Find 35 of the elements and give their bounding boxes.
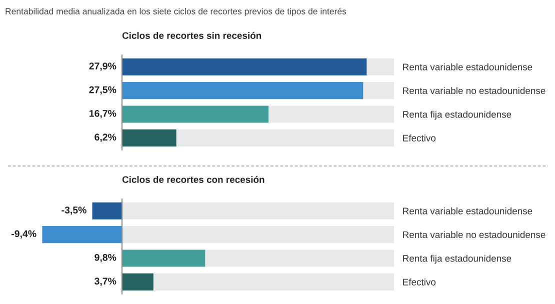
bar <box>363 82 394 100</box>
bar <box>122 129 176 146</box>
y-tick-label: Efectivo <box>403 134 436 142</box>
bar <box>122 250 206 267</box>
bar <box>122 273 154 290</box>
chart-subtitle: Ciclos de recortes sin recesión <box>122 32 262 39</box>
y-tick-label: Renta fija estadounidense <box>403 254 512 264</box>
y-tick-label: Efectivo <box>403 278 436 286</box>
data-label: -3,5% <box>62 206 86 215</box>
bar <box>122 58 367 76</box>
data-label: 27,9% <box>89 62 116 71</box>
bar <box>122 106 269 123</box>
y-tick-label: Renta variable no estadounidense <box>403 87 546 94</box>
bar <box>366 58 394 76</box>
bar <box>122 202 394 220</box>
bar <box>153 273 394 290</box>
bar <box>122 82 364 100</box>
y-tick-label: Renta variable estadounidense <box>403 207 532 214</box>
data-label: 6,2% <box>94 134 116 142</box>
chart-subtitle: Ciclos de recortes con recesión <box>122 176 264 183</box>
bar <box>122 226 394 244</box>
y-tick-label: Renta variable estadounidense <box>403 63 532 70</box>
bar <box>176 129 394 146</box>
chart-title: Rentabilidad media anualizada en los siete ciclos de recortes previos de tipos de interés <box>6 8 346 16</box>
y-tick-label: Renta variable no estadounidense <box>403 231 546 238</box>
bar <box>92 202 122 220</box>
data-label: -9,4% <box>12 230 36 239</box>
bar <box>268 106 394 123</box>
bar <box>205 250 394 267</box>
data-label: 27,5% <box>89 86 116 95</box>
data-label: 16,7% <box>89 110 116 118</box>
y-tick-label: Renta fija estadounidense <box>403 110 512 120</box>
data-label: 3,7% <box>94 278 116 286</box>
data-label: 9,8% <box>94 254 116 262</box>
bar <box>42 226 122 244</box>
